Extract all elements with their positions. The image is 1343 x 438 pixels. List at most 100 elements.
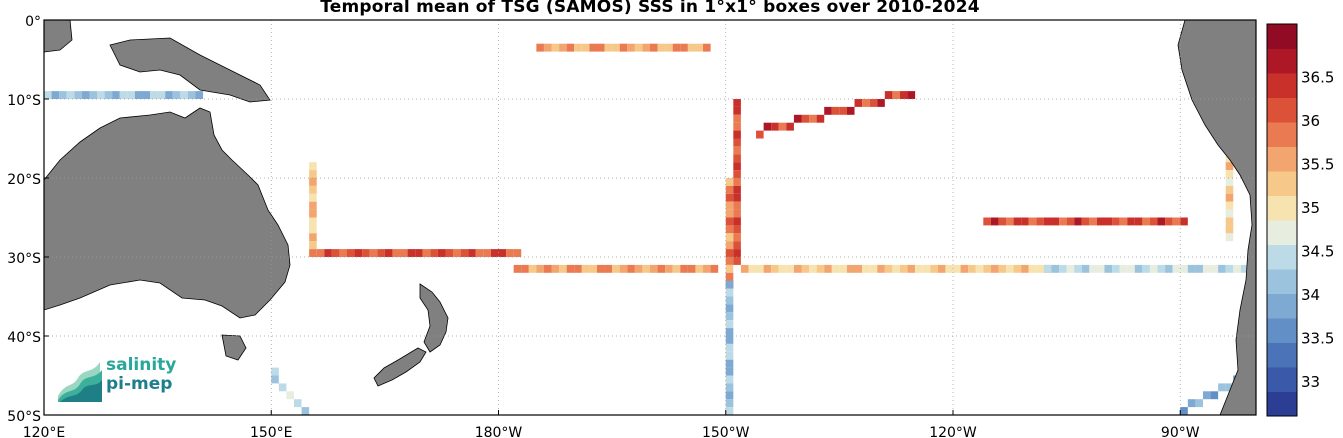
- sss-cell: [543, 43, 552, 52]
- sss-cell: [1225, 178, 1234, 186]
- sss-cell: [725, 304, 734, 313]
- sss-cell: [884, 264, 893, 273]
- sss-cell: [786, 264, 794, 273]
- colorbar-swatch: [1267, 48, 1297, 74]
- sss-cell: [627, 43, 635, 52]
- sss-cell: [1096, 217, 1105, 226]
- sss-cell: [581, 264, 590, 273]
- sss-cell: [703, 264, 711, 273]
- sss-cell: [998, 264, 1007, 273]
- sss-cell: [763, 264, 772, 273]
- sss-cell: [899, 91, 908, 99]
- sss-cell: [536, 264, 544, 273]
- sss-cell: [596, 43, 605, 52]
- colorbar-swatch: [1267, 73, 1297, 98]
- sss-cell: [1210, 391, 1219, 400]
- sss-cell: [725, 264, 734, 273]
- sss-cell: [134, 91, 143, 99]
- sss-cell: [725, 280, 734, 289]
- sss-cell: [703, 43, 711, 52]
- sss-cell: [725, 257, 734, 265]
- sss-cell: [172, 91, 181, 99]
- sss-cell: [634, 264, 643, 273]
- sss-cell: [1104, 217, 1113, 226]
- sss-cell: [839, 264, 847, 273]
- colorbar-swatch: [1267, 293, 1297, 319]
- sss-cell: [793, 264, 802, 273]
- sss-cell: [97, 91, 105, 99]
- sss-cell: [657, 264, 666, 273]
- sss-cell: [1013, 264, 1022, 273]
- sss-cell: [733, 193, 741, 202]
- sss-cell: [551, 264, 560, 273]
- sss-cell: [1134, 217, 1143, 226]
- sss-cell: [862, 99, 870, 107]
- sss-cell: [362, 249, 370, 257]
- sss-cell: [1036, 264, 1044, 273]
- sss-cell: [1134, 264, 1143, 273]
- sss-cell: [945, 264, 953, 273]
- sss-cell: [1202, 391, 1211, 400]
- sss-cell: [377, 249, 385, 257]
- sss-cell: [612, 43, 620, 52]
- colorbar-tick-label: 35: [1301, 199, 1320, 217]
- sss-cell: [740, 264, 749, 273]
- logo-waves-icon: [58, 362, 102, 402]
- sss-cell: [309, 201, 317, 210]
- sss-cell: [846, 264, 855, 273]
- colorbar: 33 33.5 34 34.5 35 35.5 36 36.5: [1266, 23, 1334, 417]
- sss-cell: [839, 106, 847, 115]
- sss-cell: [733, 130, 741, 139]
- sss-cell: [756, 130, 764, 139]
- sss-cell: [1233, 264, 1241, 273]
- sss-cell: [725, 272, 734, 281]
- sss-cell: [589, 264, 597, 273]
- sss-cell: [490, 249, 499, 257]
- sss-cell: [1149, 264, 1158, 273]
- colorbar-swatch: [1267, 97, 1297, 123]
- colorbar-swatch: [1267, 146, 1297, 172]
- sss-cell: [892, 91, 900, 99]
- sss-cell: [165, 91, 173, 99]
- sss-cell: [566, 43, 575, 52]
- australia-land: [44, 107, 291, 319]
- sss-cell: [725, 288, 734, 297]
- sss-cell: [990, 217, 999, 226]
- sss-cell: [1074, 217, 1082, 226]
- colorbar-swatch: [1267, 367, 1297, 392]
- sss-cell: [824, 106, 832, 115]
- sss-cell: [1081, 264, 1090, 273]
- logo-line2: pi-mep: [106, 374, 173, 394]
- sss-cell: [1021, 217, 1029, 226]
- sss-cell: [725, 185, 734, 194]
- sss-cell: [877, 264, 885, 273]
- sss-cell: [733, 217, 741, 226]
- sss-cell: [884, 91, 893, 99]
- sss-cell: [1066, 264, 1075, 273]
- sss-cell: [695, 264, 704, 273]
- sss-cell: [665, 264, 673, 273]
- sss-cell: [725, 201, 734, 210]
- sss-cell: [1013, 217, 1022, 226]
- sss-cell: [1059, 217, 1067, 226]
- colorbar-tick-label: 33.5: [1301, 330, 1334, 348]
- sss-cell: [1195, 264, 1203, 273]
- sss-cell: [1187, 399, 1196, 408]
- sss-cell: [816, 264, 825, 273]
- sss-cell: [483, 249, 491, 257]
- colorbar-frame: [1266, 23, 1298, 417]
- sss-cell: [1172, 217, 1181, 226]
- sss-cell: [604, 43, 613, 52]
- sss-cell: [801, 264, 810, 273]
- sss-cell: [786, 122, 794, 131]
- sss-cell: [1187, 264, 1196, 273]
- sss-cell: [187, 91, 196, 99]
- sss-cell: [672, 43, 681, 52]
- sss-cell: [347, 249, 355, 257]
- sss-cell: [278, 383, 287, 392]
- sss-cell: [543, 264, 552, 273]
- sss-cell: [771, 264, 779, 273]
- colorbar-tick-label: 33: [1301, 373, 1320, 391]
- sss-cell: [574, 43, 582, 52]
